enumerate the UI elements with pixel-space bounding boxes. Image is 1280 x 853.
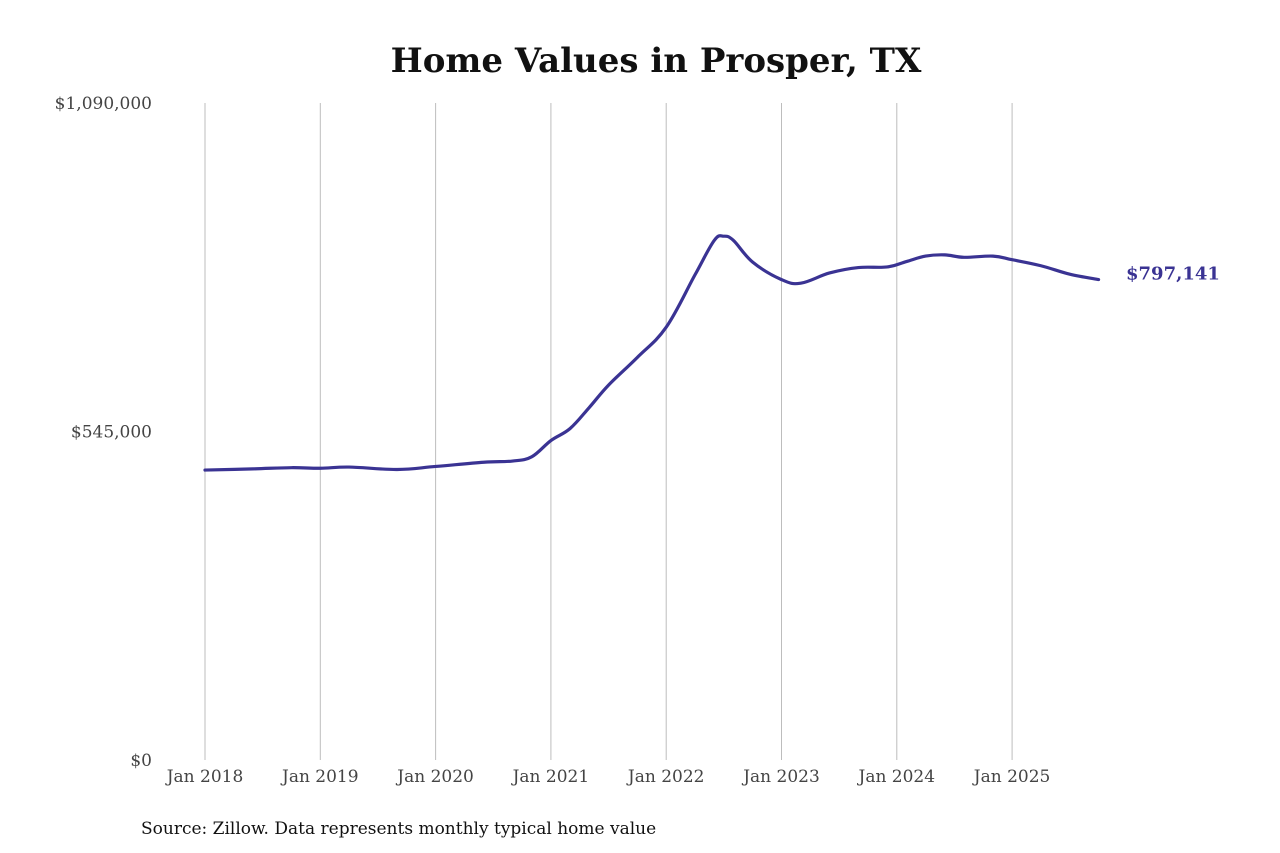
- series-line: [203, 234, 1101, 472]
- y-tick-label: $0: [130, 751, 152, 771]
- x-tick-label: Jan 2023: [741, 767, 820, 787]
- gridlines: [204, 103, 1013, 760]
- x-tick-label: Jan 2025: [972, 767, 1051, 787]
- x-tick-label: Jan 2020: [395, 767, 474, 787]
- x-tick-label: Jan 2019: [280, 767, 359, 787]
- x-axis-ticks: Jan 2018 Jan 2019 Jan 2020 Jan 2021 Jan 2022…: [165, 767, 1051, 787]
- end-value-label: $797,141: [1126, 264, 1220, 285]
- chart-title: Home Values in Prosper, TX: [391, 41, 922, 81]
- x-tick-label: Jan 2024: [857, 767, 936, 787]
- x-tick-label: Jan 2018: [165, 767, 244, 787]
- x-tick-label: Jan 2021: [511, 767, 590, 787]
- source-note: Source: Zillow. Data represents monthly …: [141, 819, 656, 839]
- x-tick-label: Jan 2022: [626, 767, 705, 787]
- y-axis-ticks: $0 $545,000 $1,090,000: [55, 94, 152, 771]
- y-tick-label: $1,090,000: [55, 94, 152, 114]
- y-tick-label: $545,000: [71, 423, 152, 443]
